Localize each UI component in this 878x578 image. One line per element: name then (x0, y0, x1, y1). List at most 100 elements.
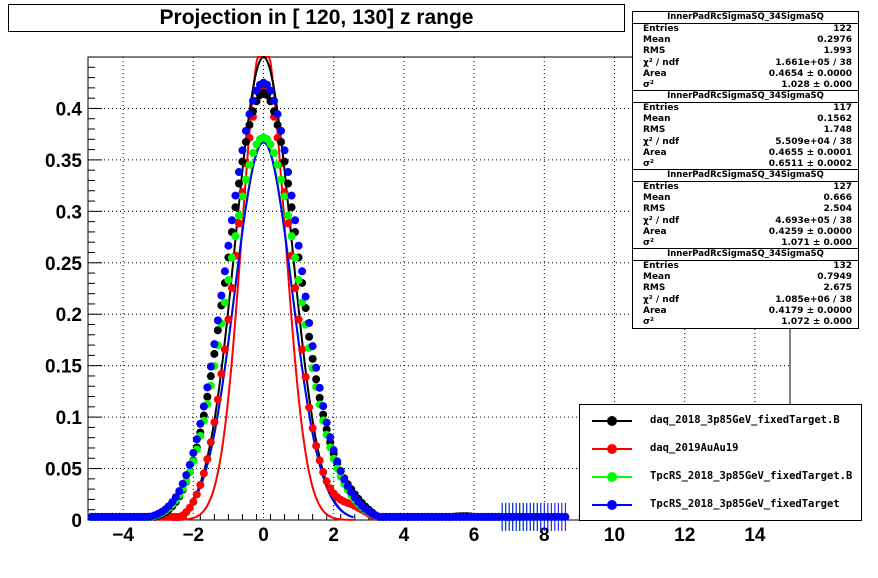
data-point (203, 392, 212, 401)
stats-value: 1.028 ± 0.000 (781, 79, 852, 90)
stats-key: Mean (643, 114, 671, 125)
legend-label: daq_2018_3p85GeV_fixedTarget.B (650, 414, 840, 426)
data-point (561, 512, 570, 521)
data-point (220, 267, 229, 276)
stats-value: 1.071 ± 0.000 (781, 237, 852, 248)
data-point (248, 96, 257, 105)
stats-row: RMS 2.504 (633, 204, 858, 215)
data-point (291, 253, 300, 262)
data-point (220, 298, 229, 307)
stats-box: InnerPadRcSigmaSQ_34SigmaSQ Entries 117 Mea… (632, 90, 859, 172)
data-point (238, 146, 247, 155)
fit-curve (171, 141, 354, 519)
legend-marker (607, 444, 617, 454)
data-point (312, 375, 321, 384)
stats-key: Area (643, 147, 667, 158)
stats-row: RMS 1.748 (633, 125, 858, 136)
data-point (241, 175, 250, 184)
data-point (277, 137, 286, 146)
data-point (234, 168, 243, 177)
data-point (319, 410, 328, 419)
y-tick-label: 0.25 (45, 254, 82, 275)
x-tick-label: 0 (258, 525, 269, 546)
data-point (185, 503, 194, 512)
data-point (343, 482, 352, 491)
stats-row: Entries 122 (633, 24, 858, 35)
stats-key: Entries (643, 182, 679, 192)
data-point (270, 149, 279, 158)
data-point (315, 383, 324, 392)
data-point (189, 448, 198, 457)
data-point (273, 160, 282, 169)
stats-box-title: InnerPadRcSigmaSQ_34SigmaSQ (633, 249, 858, 261)
stats-key: σ² (643, 237, 654, 248)
data-point (273, 120, 282, 129)
data-point (308, 354, 317, 363)
stats-key: Entries (643, 24, 679, 34)
stats-key: Entries (643, 261, 679, 271)
legend-label: daq_2019AuAu19 (650, 442, 739, 454)
data-point (227, 284, 236, 293)
y-tick-label: 0.2 (56, 305, 82, 326)
data-points (87, 78, 570, 531)
data-point (305, 403, 314, 412)
stats-key: Entries (643, 103, 679, 113)
data-point (203, 383, 212, 392)
stats-row: Entries 132 (633, 261, 858, 272)
stats-value: 5.509e+04 / 38 (775, 136, 852, 147)
stats-key: χ² / ndf (643, 57, 680, 68)
stats-row: Area 0.4179 ± 0.0000 (633, 306, 858, 317)
data-point (199, 402, 208, 411)
stats-row: RMS 1.993 (633, 46, 858, 57)
y-axis-labels: 0 0.05 0.1 0.15 0.2 0.25 0.3 0.35 0.4 (45, 99, 82, 532)
data-point (248, 149, 257, 158)
stats-key: RMS (643, 283, 666, 294)
data-point (326, 433, 335, 442)
data-point (294, 276, 303, 285)
data-point (305, 318, 314, 327)
stats-box: InnerPadRcSigmaSQ_34SigmaSQ Entries 127 Mea… (632, 169, 859, 251)
data-point (266, 86, 275, 95)
data-point (196, 419, 205, 428)
data-point (171, 493, 180, 502)
data-point (298, 298, 307, 307)
data-point (192, 490, 201, 499)
stats-key: χ² / ndf (643, 215, 680, 226)
stats-row: χ² / ndf 5.509e+04 / 38 (633, 137, 858, 148)
data-point (284, 168, 293, 177)
data-point (273, 110, 282, 119)
stats-row: σ² 1.072 ± 0.000 (633, 317, 858, 328)
stats-row: Entries 127 (633, 182, 858, 193)
fit-curve (171, 138, 354, 519)
legend-marker (607, 500, 617, 510)
y-tick-label: 0 (71, 511, 82, 532)
x-tick-label: 2 (328, 525, 339, 546)
x-tick-label: 10 (604, 525, 625, 546)
stats-value: 2.504 (823, 204, 852, 215)
stats-key: σ² (643, 79, 654, 90)
stats-value: 0.2976 (817, 35, 852, 46)
chart-title: Projection in [ 120, 130] z range (8, 4, 625, 32)
data-point (284, 211, 293, 220)
data-point (238, 192, 247, 201)
stats-value: 0.4655 ± 0.0001 (768, 147, 852, 158)
stats-value: 117 (833, 103, 852, 113)
x-tick-label: 4 (399, 525, 410, 546)
stats-value: 0.4259 ± 0.0000 (768, 226, 852, 237)
data-point (319, 468, 328, 477)
data-point (336, 467, 345, 476)
data-point (319, 402, 328, 411)
legend-label: TpcRS_2018_3p85GeV_fixedTarget.B (650, 470, 853, 482)
stats-value: 1.072 ± 0.000 (781, 316, 852, 327)
data-point (245, 160, 254, 169)
data-point (280, 146, 289, 155)
y-tick-label: 0.05 (45, 460, 82, 481)
stats-value: 2.675 (823, 283, 852, 294)
stats-value: 0.666 (823, 193, 852, 204)
stats-row: χ² / ndf 1.661e+05 / 38 (633, 58, 858, 69)
data-point (189, 497, 198, 506)
stats-value: 127 (833, 182, 852, 192)
data-point (312, 441, 321, 450)
stats-value: 0.4654 ± 0.0000 (768, 68, 852, 79)
data-point (315, 393, 324, 402)
